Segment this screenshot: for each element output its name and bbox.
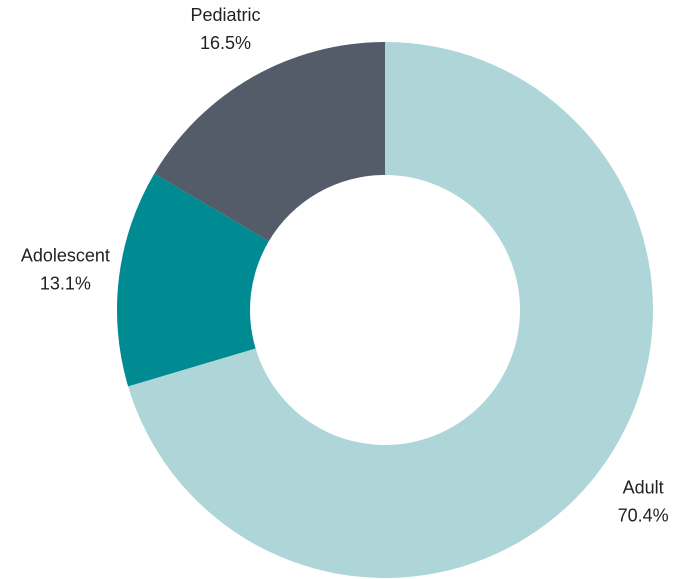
donut-slice	[116, 173, 269, 387]
donut-slice	[128, 42, 654, 578]
donut-slice	[154, 42, 385, 242]
slice-value-label: 13.1%	[40, 273, 91, 293]
slice-label: Adult	[623, 477, 664, 497]
slice-label: Adolescent	[21, 245, 110, 265]
slice-label: Pediatric	[190, 5, 260, 25]
slice-value-label: 70.4%	[618, 505, 669, 525]
slice-value-label: 16.5%	[200, 33, 251, 53]
